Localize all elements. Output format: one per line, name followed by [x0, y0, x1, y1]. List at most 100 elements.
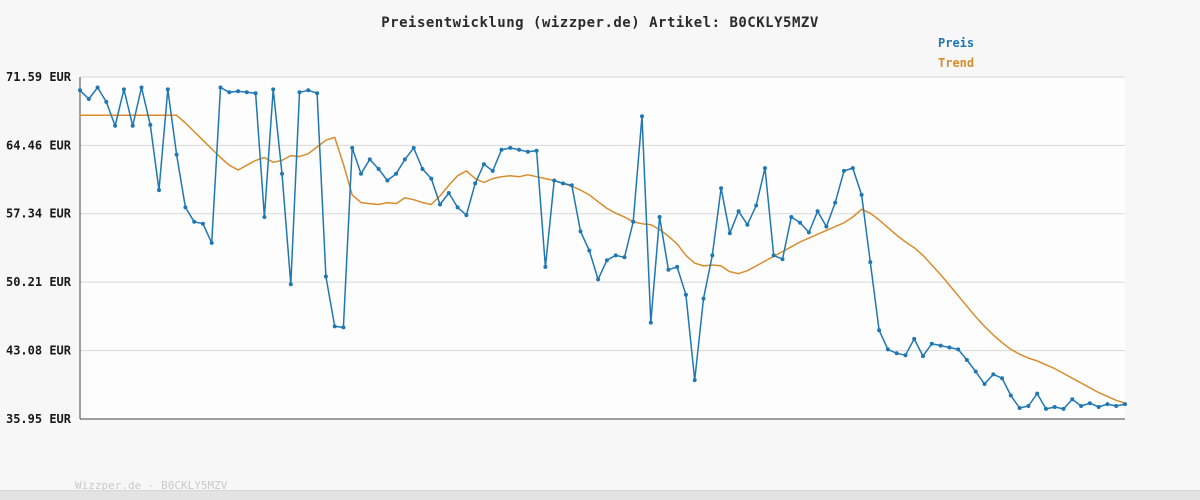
data-point-marker: [745, 222, 750, 227]
data-point-marker: [789, 215, 794, 219]
data-point-marker: [1079, 404, 1084, 408]
data-point-marker: [938, 343, 943, 348]
data-point-marker: [701, 296, 706, 301]
data-point-marker: [473, 181, 478, 186]
data-point-marker: [736, 209, 741, 214]
data-point-marker: [885, 347, 890, 352]
data-point-marker: [420, 167, 425, 171]
data-point-marker: [517, 147, 522, 152]
data-point-marker: [95, 85, 100, 90]
data-point-marker: [763, 166, 767, 171]
data-point-marker: [868, 260, 873, 265]
data-point-marker: [499, 147, 504, 152]
data-point-marker: [912, 336, 917, 341]
data-point-marker: [288, 282, 293, 287]
data-point-marker: [973, 369, 978, 374]
data-point-marker: [929, 341, 934, 346]
data-point-marker: [727, 231, 732, 236]
data-point-marker: [622, 255, 627, 260]
data-point-marker: [596, 277, 601, 282]
data-point-marker: [842, 168, 846, 173]
data-point-marker: [833, 200, 838, 205]
data-point-marker: [271, 87, 276, 92]
data-point-marker: [719, 186, 724, 191]
data-point-marker: [815, 209, 820, 214]
data-point-marker: [157, 188, 161, 193]
data-point-marker: [236, 89, 241, 94]
data-point-marker: [552, 178, 557, 183]
data-point-marker: [341, 325, 346, 330]
data-point-marker: [394, 171, 399, 176]
data-point-marker: [1008, 393, 1013, 398]
data-point-marker: [675, 264, 680, 269]
chart-title: Preisentwicklung (wizzper.de) Artikel: B…: [381, 15, 819, 31]
data-point-marker: [683, 292, 688, 297]
data-point-marker: [376, 167, 381, 171]
data-point-marker: [947, 345, 952, 350]
data-point-marker: [359, 171, 363, 176]
data-point-marker: [165, 87, 170, 92]
legend-item-preis: Preis: [938, 36, 975, 50]
data-point-marker: [525, 149, 530, 154]
data-point-marker: [280, 171, 284, 176]
data-point-marker: [315, 91, 320, 96]
data-point-marker: [218, 85, 223, 90]
data-point-marker: [385, 178, 390, 183]
data-point-marker: [850, 166, 855, 171]
data-point-marker: [1105, 402, 1110, 407]
data-point-marker: [139, 85, 144, 90]
data-point-marker: [956, 347, 961, 352]
data-point-marker: [306, 88, 311, 93]
data-point-marker: [631, 219, 636, 224]
data-point-marker: [754, 203, 759, 208]
data-point-marker: [332, 324, 337, 329]
data-point-marker: [438, 202, 442, 207]
data-point-marker: [1052, 405, 1057, 409]
data-point-marker: [297, 90, 302, 95]
data-point-marker: [640, 114, 644, 119]
data-point-marker: [78, 88, 82, 93]
data-point-marker: [183, 205, 188, 210]
data-point-marker: [666, 267, 671, 272]
legend-item-trend: Trend: [938, 56, 975, 70]
data-point-marker: [604, 258, 609, 263]
data-point-marker: [824, 224, 829, 229]
data-point-marker: [921, 354, 925, 359]
data-point-marker: [1114, 404, 1119, 408]
data-point-marker: [209, 240, 214, 245]
data-point-marker: [104, 99, 109, 104]
data-point-marker: [1044, 406, 1048, 411]
data-point-marker: [692, 378, 697, 383]
data-point-marker: [130, 123, 135, 128]
data-point-marker: [1123, 402, 1127, 407]
data-point-marker: [780, 257, 785, 262]
footer-bar: [0, 490, 1200, 500]
y-axis-label: 64.46 EUR: [6, 138, 72, 152]
data-point-marker: [771, 253, 776, 258]
data-point-marker: [534, 148, 539, 153]
data-point-marker: [455, 205, 460, 210]
data-point-marker: [1000, 376, 1005, 381]
data-point-marker: [174, 152, 179, 157]
plot-background: [80, 77, 1125, 419]
data-point-marker: [903, 353, 908, 358]
chart-legend: Preis Trend: [938, 33, 974, 73]
data-point-marker: [481, 162, 486, 167]
data-point-marker: [367, 157, 372, 162]
data-point-marker: [262, 215, 267, 219]
data-point-marker: [806, 230, 811, 235]
data-point-marker: [964, 358, 969, 362]
data-point-marker: [490, 168, 495, 173]
data-point-marker: [402, 157, 407, 162]
y-axis-label: 71.59 EUR: [6, 70, 72, 84]
y-axis-label: 50.21 EUR: [6, 275, 72, 289]
data-point-marker: [1070, 397, 1075, 402]
y-axis-label: 57.34 EUR: [6, 207, 72, 221]
data-point-marker: [148, 122, 153, 127]
data-point-marker: [991, 372, 996, 377]
data-point-marker: [710, 253, 715, 258]
data-point-marker: [227, 90, 232, 95]
data-point-marker: [1035, 391, 1040, 396]
